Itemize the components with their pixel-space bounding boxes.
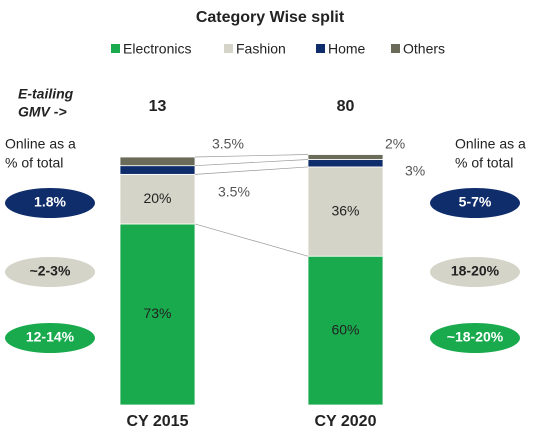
value-label: 3% <box>405 163 425 179</box>
legend-swatch <box>316 44 325 53</box>
value-label: 3.5% <box>218 184 250 200</box>
share-pill <box>5 323 95 353</box>
value-label: 73% <box>143 305 171 321</box>
value-label: 60% <box>331 321 359 337</box>
gmv-label: GMV -> <box>18 104 67 120</box>
connector <box>194 223 309 257</box>
share-pill <box>430 323 520 353</box>
legend-label: Electronics <box>123 41 191 57</box>
bar-segment <box>119 156 196 167</box>
value-label: 20% <box>143 190 171 206</box>
connector <box>194 154 309 158</box>
bar-segment <box>307 166 384 257</box>
legend-label: Others <box>403 41 445 57</box>
x-tick-label: CY 2020 <box>315 413 377 430</box>
gmv-value: 80 <box>337 98 355 115</box>
share-value: 5-7% <box>459 194 492 210</box>
gmv-label: E-tailing <box>18 86 74 102</box>
share-pill <box>5 188 95 218</box>
share-pill <box>430 257 520 287</box>
gmv-value: 13 <box>149 98 167 115</box>
chart-title: Category Wise split <box>196 9 345 26</box>
legend-swatch <box>111 44 120 53</box>
x-tick-label: CY 2015 <box>127 413 189 430</box>
value-label: 2% <box>385 136 405 152</box>
legend-label: Fashion <box>236 41 286 57</box>
share-label: % of total <box>455 155 513 171</box>
bar-segment <box>307 154 384 160</box>
share-value: 12-14% <box>26 329 75 345</box>
share-label: Online as a <box>455 136 526 152</box>
value-label: 36% <box>331 202 359 218</box>
share-pill <box>430 188 520 218</box>
legend-swatch <box>391 44 400 53</box>
bar-segment <box>119 173 196 225</box>
share-value: 18-20% <box>451 263 500 279</box>
bar-segment <box>119 165 196 175</box>
legend-swatch <box>224 44 233 53</box>
share-value: ~18-20% <box>447 329 504 345</box>
bar-segment <box>307 255 384 406</box>
connector <box>194 159 309 167</box>
share-value: 1.8% <box>34 194 66 210</box>
share-pill <box>5 257 95 287</box>
share-label: Online as a <box>5 136 76 152</box>
share-label: % of total <box>5 155 63 171</box>
legend-label: Home <box>328 41 366 57</box>
share-value: ~2-3% <box>30 263 71 279</box>
value-label: 3.5% <box>212 136 244 152</box>
connector <box>194 166 309 175</box>
bar-segment <box>307 159 384 168</box>
